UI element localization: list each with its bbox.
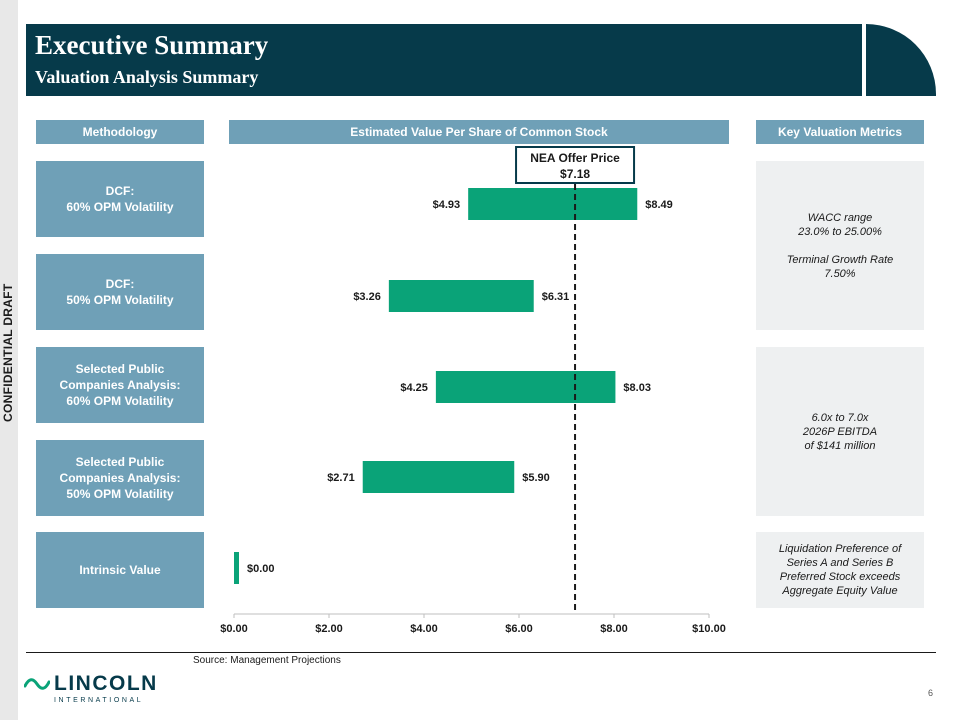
offer-price-label: NEA Offer Price — [530, 151, 620, 165]
logo-name: LINCOLN — [54, 672, 158, 695]
x-tick-label: $0.00 — [220, 623, 248, 635]
method-public-comps-50: Selected Public Companies Analysis: 50% … — [36, 440, 204, 516]
methodology-header: Methodology — [36, 120, 204, 144]
page-title: Executive Summary — [35, 30, 269, 60]
high-value-label: $0.00 — [247, 563, 275, 575]
page-header: Executive Summary Valuation Analysis Sum… — [26, 24, 862, 96]
logo-wave-icon — [24, 678, 50, 690]
low-value-label: $4.25 — [400, 382, 428, 394]
high-value-label: $6.31 — [542, 291, 570, 303]
chart-header: Estimated Value Per Share of Common Stoc… — [229, 120, 729, 144]
method-intrinsic-value: Intrinsic Value — [36, 532, 204, 608]
range-bar — [468, 188, 638, 220]
metric-intrinsic: Liquidation Preference of Series A and S… — [756, 532, 924, 608]
page-subtitle: Valuation Analysis Summary — [35, 67, 259, 87]
high-value-label: $8.03 — [623, 382, 651, 394]
source-note: Source: Management Projections — [193, 655, 341, 666]
x-tick-label: $4.00 — [410, 623, 438, 635]
low-value-label: $4.93 — [433, 199, 461, 211]
low-value-label: $3.26 — [353, 291, 381, 303]
offer-price-value: $7.18 — [560, 167, 590, 181]
x-tick-label: $10.00 — [692, 623, 726, 635]
low-value-label: $2.71 — [327, 472, 355, 484]
side-strip — [0, 0, 18, 720]
x-tick-label: $2.00 — [315, 623, 343, 635]
x-tick-label: $6.00 — [505, 623, 533, 635]
method-public-comps-60: Selected Public Companies Analysis: 60% … — [36, 347, 204, 423]
range-bar — [362, 461, 515, 493]
metric-public-comps: 6.0x to 7.0x 2026P EBITDA of $141 millio… — [756, 347, 924, 516]
range-bar — [435, 371, 616, 403]
high-value-label: $8.49 — [645, 199, 673, 211]
metric-dcf: WACC range 23.0% to 25.00% Terminal Grow… — [756, 161, 924, 330]
method-dcf-60: DCF: 60% OPM Volatility — [36, 161, 204, 237]
range-bar — [388, 280, 534, 312]
metrics-header: Key Valuation Metrics — [756, 120, 924, 144]
page-number: 6 — [928, 688, 934, 698]
x-tick-label: $8.00 — [600, 623, 628, 635]
lincoln-logo: LINCOLN INTERNATIONAL — [24, 672, 174, 708]
logo-subtitle: INTERNATIONAL — [54, 697, 144, 704]
method-dcf-50: DCF: 50% OPM Volatility — [36, 254, 204, 330]
offer-price-box — [515, 146, 636, 184]
range-bar — [234, 552, 239, 584]
footer-divider — [26, 652, 936, 653]
high-value-label: $5.90 — [522, 472, 550, 484]
